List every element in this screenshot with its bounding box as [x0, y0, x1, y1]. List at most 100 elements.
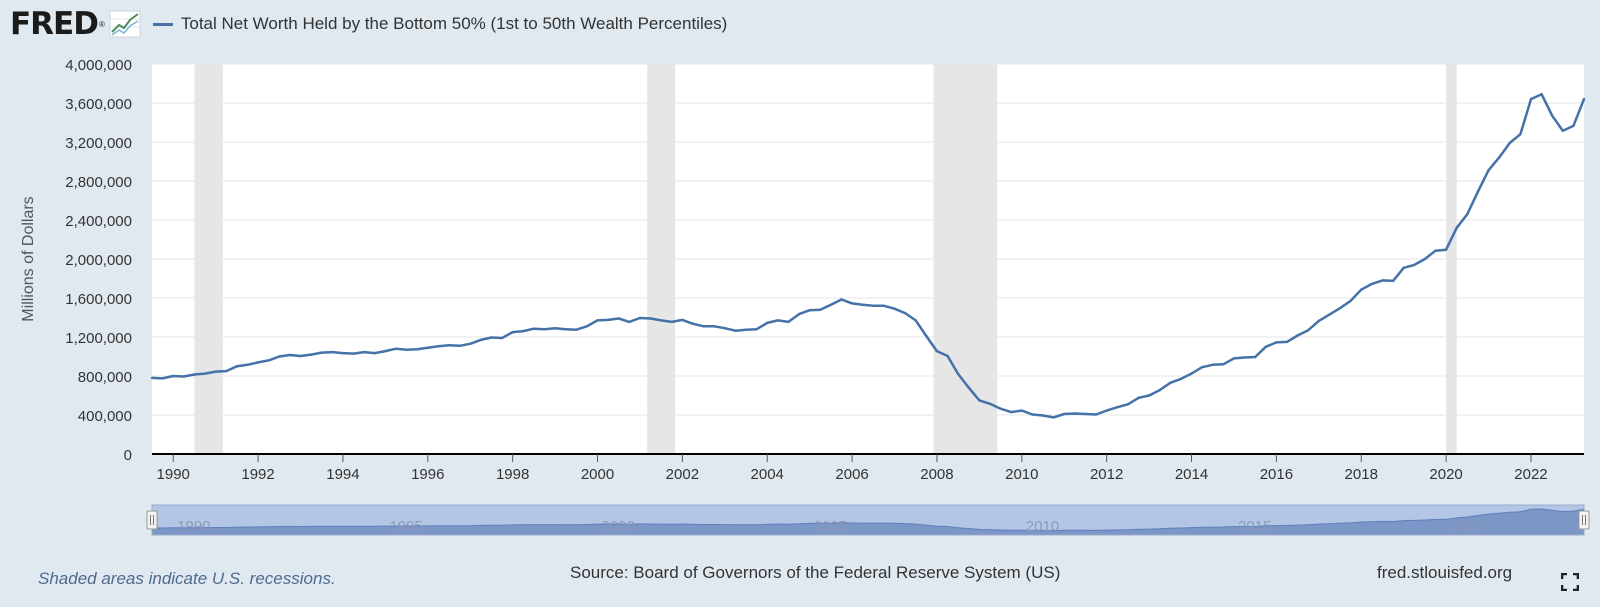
fred-logo[interactable]: FRED — [10, 5, 99, 42]
data-point — [575, 328, 578, 331]
data-point — [1275, 341, 1278, 344]
data-point — [1497, 156, 1501, 159]
data-point — [522, 329, 525, 333]
data-point — [1349, 299, 1352, 303]
y-tick-label: 1,200,000 — [65, 330, 132, 347]
data-point — [1052, 416, 1055, 419]
recession-note: Shaded areas indicate U.S. recessions. — [38, 569, 336, 588]
data-point — [935, 349, 939, 353]
data-point — [1147, 394, 1151, 397]
data-point — [511, 330, 514, 334]
data-point — [861, 303, 864, 306]
data-point — [1519, 133, 1522, 136]
data-point — [203, 372, 207, 375]
data-point — [1466, 213, 1469, 216]
data-point — [341, 351, 345, 355]
line-graph-icon — [109, 10, 141, 38]
navigator-label: 2020 — [1450, 518, 1483, 535]
data-point — [1190, 372, 1193, 375]
data-point — [193, 373, 196, 376]
data-point — [1073, 412, 1077, 415]
x-tick-label: 2014 — [1175, 466, 1208, 483]
data-point — [1158, 388, 1161, 392]
data-point — [331, 350, 334, 354]
data-point — [1084, 412, 1087, 416]
data-point — [670, 320, 673, 324]
x-tick-label: 1996 — [411, 466, 444, 483]
data-point — [713, 325, 716, 328]
source-note: Source: Board of Governors of the Federa… — [570, 563, 1061, 582]
fullscreen-icon[interactable] — [1561, 573, 1579, 591]
data-point — [394, 347, 398, 350]
x-tick-label: 2016 — [1260, 466, 1293, 483]
data-point — [1200, 366, 1204, 369]
data-point — [808, 309, 811, 312]
data-point — [384, 349, 387, 353]
data-point — [1508, 141, 1511, 145]
data-point — [893, 307, 896, 310]
navigator-handle-right[interactable] — [1578, 510, 1590, 530]
x-tick-label: 2010 — [1005, 466, 1038, 483]
data-point — [373, 351, 376, 355]
data-point — [479, 338, 482, 342]
logo-registered-mark: ® — [98, 19, 105, 29]
data-point — [1285, 340, 1289, 344]
navigator-label: 2005 — [814, 518, 847, 535]
data-point — [172, 374, 175, 378]
data-point — [1572, 124, 1575, 128]
x-tick-label: 2022 — [1514, 466, 1547, 483]
data-point — [957, 372, 960, 376]
data-point — [1243, 356, 1246, 359]
data-point — [1476, 190, 1480, 193]
data-point — [819, 308, 822, 311]
data-point — [1434, 249, 1437, 252]
data-point — [490, 336, 493, 339]
data-point — [1561, 129, 1565, 132]
data-point — [447, 344, 451, 347]
data-point — [299, 354, 302, 358]
y-tick-label: 2,400,000 — [65, 213, 132, 230]
data-point — [543, 328, 546, 331]
data-point — [1222, 363, 1225, 366]
data-point — [691, 322, 695, 325]
data-point — [1317, 319, 1321, 323]
data-point — [723, 327, 726, 330]
data-point — [872, 304, 875, 307]
data-point — [161, 377, 164, 380]
navigator-label: 2000 — [602, 518, 635, 535]
data-point — [1232, 357, 1236, 360]
data-point — [214, 370, 217, 373]
data-point — [1444, 248, 1448, 251]
site-link[interactable]: fred.stlouisfed.org — [1377, 563, 1513, 582]
data-point — [405, 348, 408, 351]
data-point — [182, 375, 185, 378]
data-point — [1391, 279, 1395, 283]
navigator-label: 2010 — [1026, 518, 1059, 535]
data-point — [702, 325, 705, 328]
navigator-handle-left[interactable] — [146, 510, 158, 530]
navigator-label: 2015 — [1238, 518, 1271, 535]
data-point — [787, 320, 790, 324]
data-point — [734, 329, 737, 332]
data-point — [628, 320, 631, 324]
x-tick-label: 2020 — [1429, 466, 1462, 483]
data-point — [882, 304, 886, 307]
data-point — [1063, 412, 1066, 416]
data-point — [1529, 97, 1533, 101]
x-tick-label: 2008 — [920, 466, 953, 483]
data-point — [850, 302, 854, 305]
data-point — [1582, 97, 1586, 101]
series-line — [151, 92, 1586, 419]
data-point — [1328, 313, 1331, 316]
data-point — [1105, 409, 1108, 412]
data-point — [925, 334, 928, 338]
data-point — [553, 327, 557, 330]
data-point — [1307, 329, 1310, 332]
data-point — [1264, 345, 1268, 348]
data-point — [1169, 381, 1172, 384]
data-point — [988, 402, 992, 405]
legend-line-swatch — [152, 22, 173, 26]
x-tick-label: 2012 — [1090, 466, 1123, 483]
data-point — [469, 342, 472, 345]
data-point — [309, 353, 313, 356]
